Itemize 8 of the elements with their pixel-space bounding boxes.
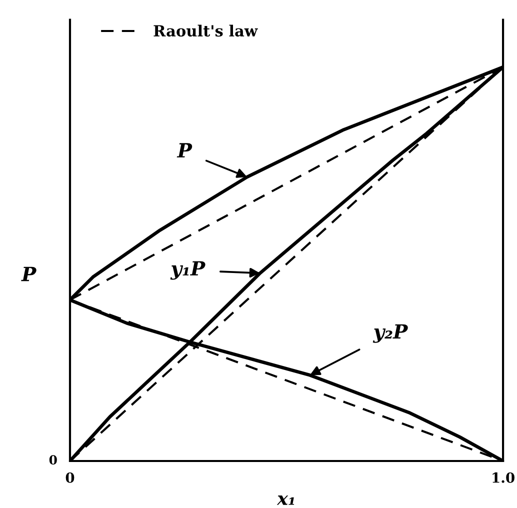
legend-label: Raoult's law (154, 24, 258, 37)
x-axis-title: x₁ (276, 495, 294, 505)
annotation: P (176, 143, 192, 158)
annotation: 0 (49, 455, 57, 465)
annotation: y₁P (170, 261, 206, 280)
annotation: y₂P (372, 324, 408, 343)
y-axis-title: P (21, 266, 36, 282)
x-tick-label: 1.0 (492, 472, 514, 483)
